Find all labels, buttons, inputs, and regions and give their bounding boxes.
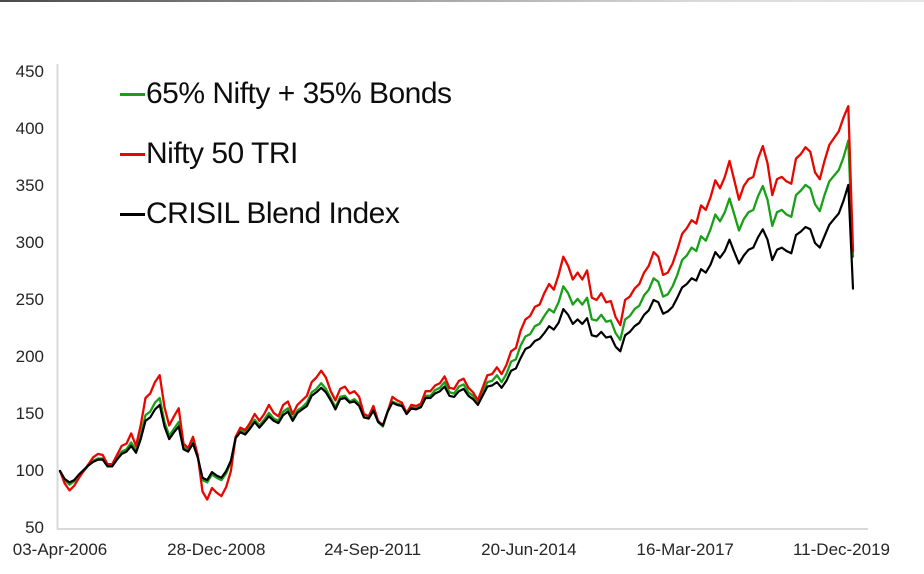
series-line-crisil-blend-index <box>58 183 855 484</box>
legend-item-crisil-blend-index: CRISIL Blend Index <box>120 194 452 234</box>
y-tick-label: 450 <box>15 62 44 81</box>
legend-swatch-black-line-icon <box>120 212 145 216</box>
legend-swatch-green-line-icon <box>120 92 145 96</box>
top-border-line <box>0 0 924 2</box>
y-tick-label: 300 <box>15 233 44 252</box>
y-tick-label: 200 <box>15 347 44 366</box>
x-tick-label: 24-Sep-2011 <box>324 540 422 559</box>
x-tick-label: 16-Mar-2017 <box>636 540 734 559</box>
y-tick-label: 100 <box>15 461 44 480</box>
y-tick-label: 400 <box>15 119 44 138</box>
x-tick-label: 20-Jun-2014 <box>481 540 577 559</box>
legend-item-nifty-50-tri: Nifty 50 TRI <box>120 134 452 174</box>
y-tick-label: 250 <box>15 290 44 309</box>
legend-swatch-red-line-icon <box>120 152 145 156</box>
x-tick-label: 03-Apr-2006 <box>12 540 108 559</box>
y-tick-label: 350 <box>15 176 44 195</box>
legend-item-65-nifty-35-bonds: 65% Nifty + 35% Bonds <box>120 74 452 114</box>
legend-label: Nifty 50 TRI <box>146 137 298 170</box>
series-line-nifty-50-tri <box>58 105 855 501</box>
legend-label: 65% Nifty + 35% Bonds <box>146 77 452 110</box>
y-tick-label: 50 <box>25 518 44 537</box>
x-tick-label: 28-Dec-2008 <box>167 540 266 559</box>
x-tick-label: 11-Dec-2019 <box>792 540 891 559</box>
y-tick-label: 150 <box>15 404 44 423</box>
legend-label: CRISIL Blend Index <box>146 197 400 230</box>
legend: 65% Nifty + 35% Bonds Nifty 50 TRI CRISI… <box>120 74 452 254</box>
